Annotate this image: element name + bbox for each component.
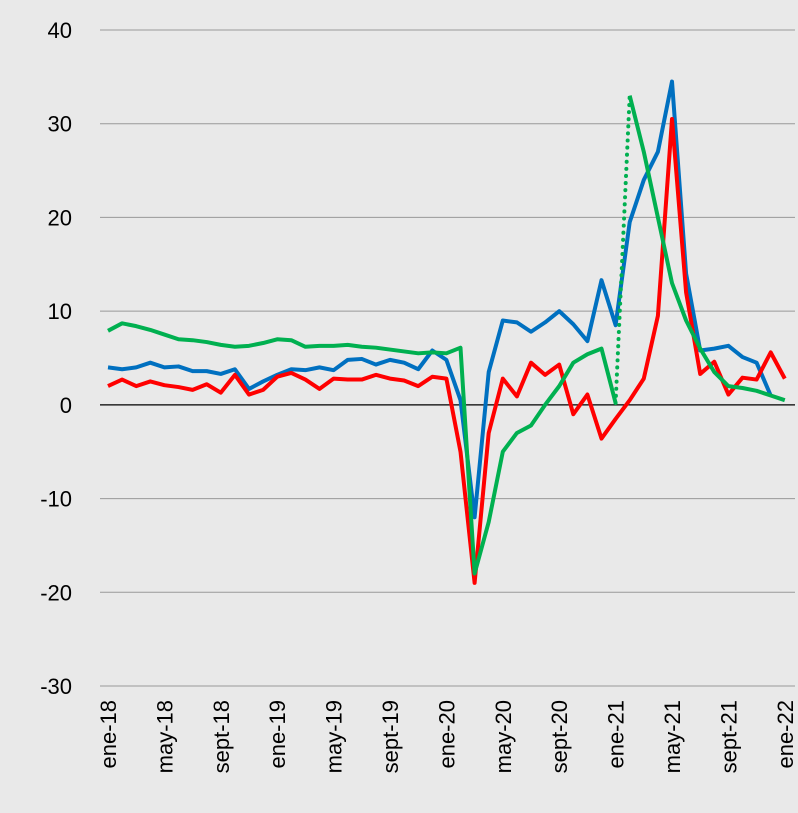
y-tick-label: 40 [48, 18, 72, 43]
x-tick-label: sept-21 [716, 700, 741, 773]
x-tick-label: ene-21 [604, 700, 629, 769]
x-tick-label: ene-22 [773, 700, 798, 769]
x-tick-label: ene-19 [265, 700, 290, 769]
y-tick-label: 20 [48, 205, 72, 230]
chart: -30 -20 -10 0 10 20 30 40 ene-18 may-18 sept-18 ene… [0, 0, 798, 813]
y-tick-label: 10 [48, 299, 72, 324]
series-line [630, 96, 785, 401]
x-tick-label: sept-19 [378, 700, 403, 773]
x-tick-label: may-18 [152, 700, 177, 773]
page: {"chart_data": {"type": "line", "categor… [0, 0, 798, 813]
y-tick-label: -10 [40, 487, 72, 512]
x-tick-label: ene-18 [96, 700, 121, 769]
x-tick-label: sept-20 [547, 700, 572, 773]
x-tick-label: may-19 [322, 700, 347, 773]
series-line [108, 119, 785, 583]
y-tick-label: 30 [48, 112, 72, 137]
y-tick-label: -20 [40, 580, 72, 605]
x-tick-label: may-21 [660, 700, 685, 773]
x-tick-label: sept-18 [209, 700, 234, 773]
x-tick-label: ene-20 [434, 700, 459, 769]
x-tick-label: may-20 [491, 700, 516, 773]
y-tick-label: 0 [60, 393, 72, 418]
y-tick-label: -30 [40, 674, 72, 699]
